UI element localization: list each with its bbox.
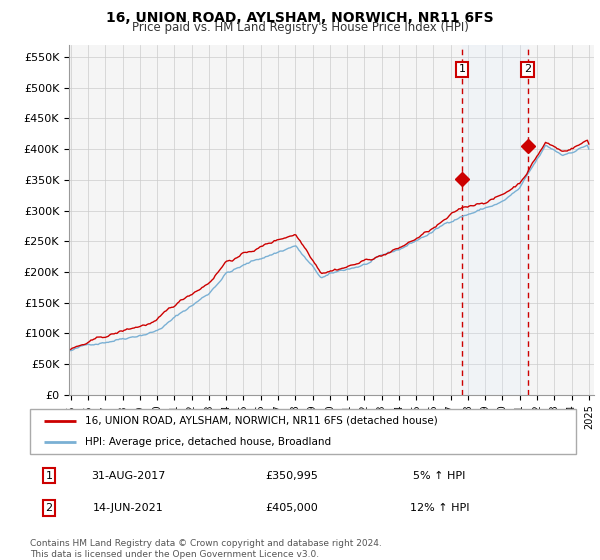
Text: 2: 2 [524, 64, 531, 74]
Text: HPI: Average price, detached house, Broadland: HPI: Average price, detached house, Broa… [85, 436, 331, 446]
Text: 16, UNION ROAD, AYLSHAM, NORWICH, NR11 6FS (detached house): 16, UNION ROAD, AYLSHAM, NORWICH, NR11 6… [85, 416, 437, 426]
Text: Price paid vs. HM Land Registry's House Price Index (HPI): Price paid vs. HM Land Registry's House … [131, 21, 469, 34]
Bar [462, 45, 527, 395]
Text: £350,995: £350,995 [266, 470, 319, 480]
Text: Contains HM Land Registry data © Crown copyright and database right 2024.
This d: Contains HM Land Registry data © Crown c… [30, 539, 382, 559]
Text: 12% ↑ HPI: 12% ↑ HPI [410, 503, 469, 513]
Text: 5% ↑ HPI: 5% ↑ HPI [413, 470, 466, 480]
Text: 1: 1 [46, 470, 53, 480]
Text: 14-JUN-2021: 14-JUN-2021 [93, 503, 164, 513]
Text: 16, UNION ROAD, AYLSHAM, NORWICH, NR11 6FS: 16, UNION ROAD, AYLSHAM, NORWICH, NR11 6… [106, 11, 494, 25]
Text: £405,000: £405,000 [266, 503, 319, 513]
Text: 2: 2 [46, 503, 53, 513]
Text: 1: 1 [458, 64, 466, 74]
Text: 31-AUG-2017: 31-AUG-2017 [91, 470, 166, 480]
